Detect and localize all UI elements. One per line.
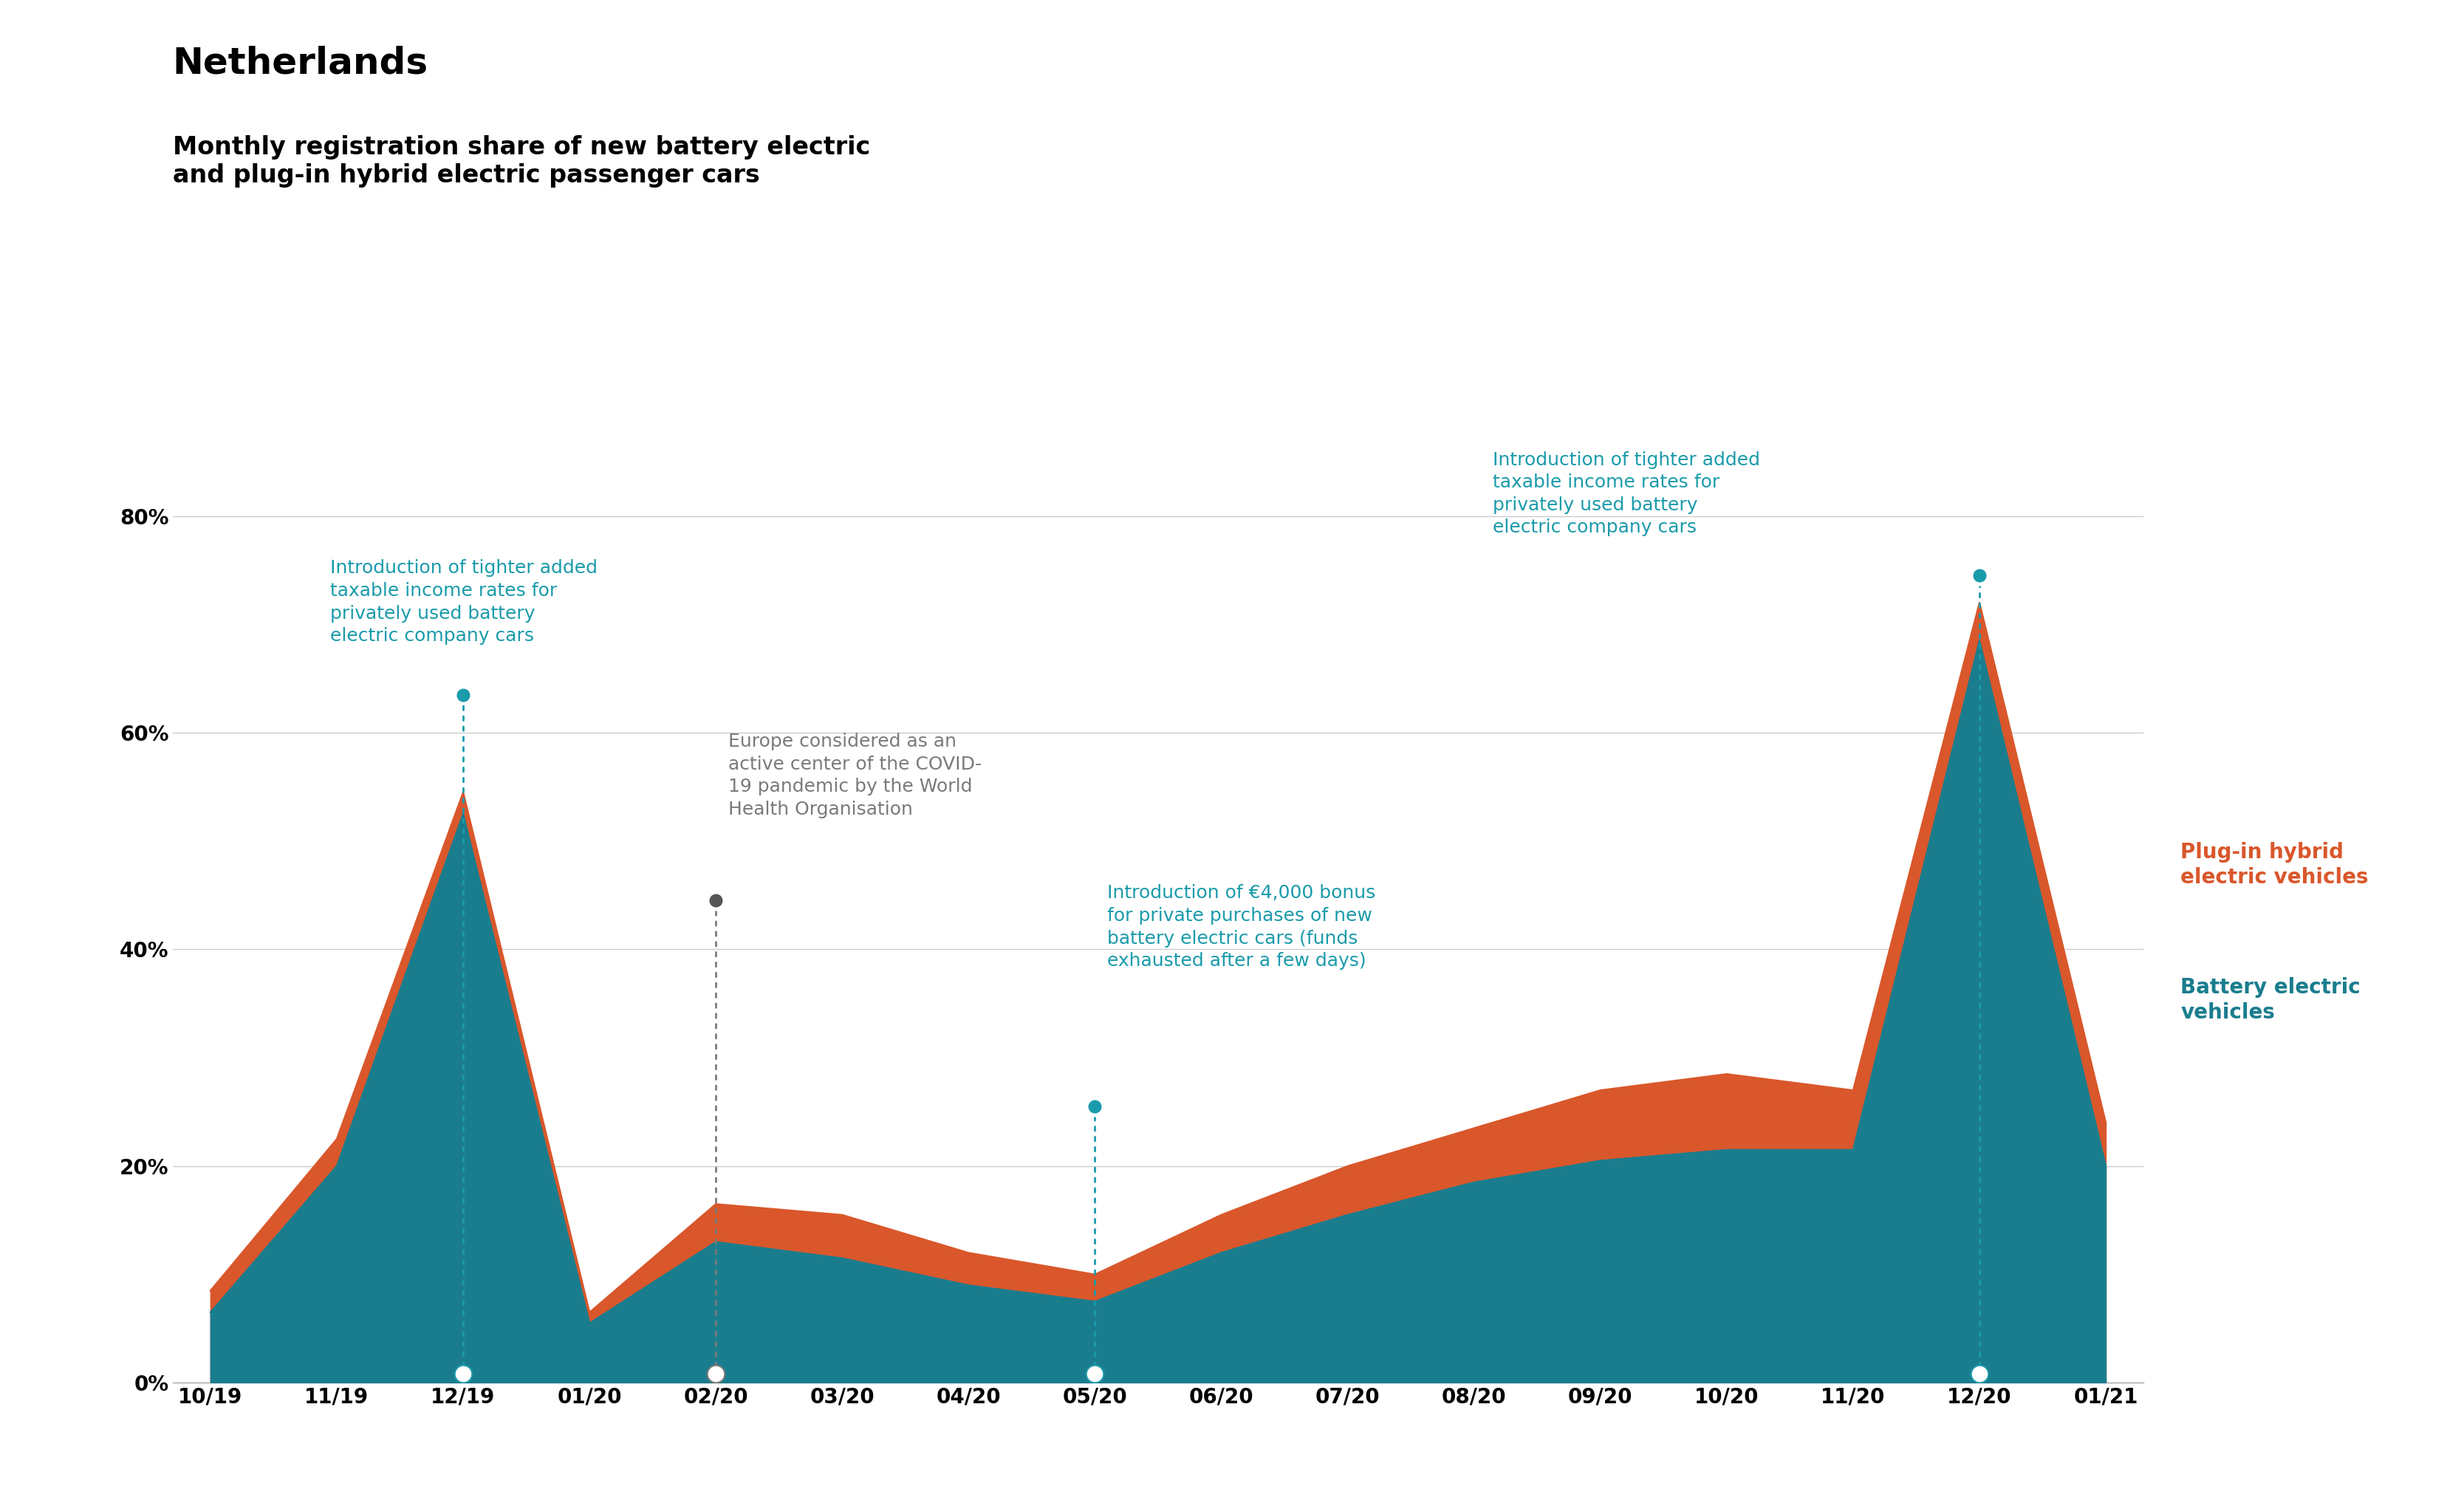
Text: Plug-in hybrid
electric vehicles: Plug-in hybrid electric vehicles: [2181, 842, 2368, 888]
Text: Netherlands: Netherlands: [172, 45, 429, 81]
Text: Introduction of tighter added
taxable income rates for
privately used battery
el: Introduction of tighter added taxable in…: [1493, 451, 1759, 537]
Text: Monthly registration share of new battery electric
and plug-in hybrid electric p: Monthly registration share of new batter…: [172, 135, 870, 188]
Text: Introduction of €4,000 bonus
for private purchases of new
battery electric cars : Introduction of €4,000 bonus for private…: [1106, 884, 1375, 969]
Text: Battery electric
vehicles: Battery electric vehicles: [2181, 977, 2361, 1024]
Text: Introduction of tighter added
taxable income rates for
privately used battery
el: Introduction of tighter added taxable in…: [330, 559, 599, 645]
Text: Europe considered as an
active center of the COVID-
19 pandemic by the World
Hea: Europe considered as an active center of…: [729, 732, 981, 818]
